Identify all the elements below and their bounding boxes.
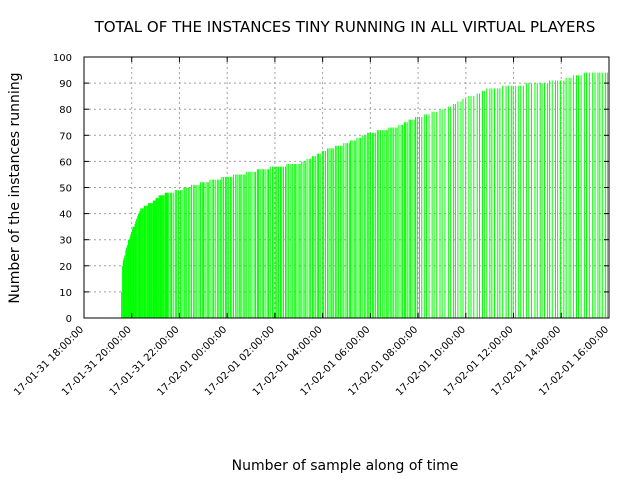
y-axis-label: Number of the instances running [7, 72, 23, 303]
y-tick-label: 70 [59, 131, 72, 142]
bars [121, 72, 608, 318]
y-tick-label: 20 [59, 262, 72, 273]
y-tick-label: 90 [59, 79, 72, 90]
y-tick-label: 60 [59, 157, 72, 168]
y-tick-label: 50 [59, 184, 72, 195]
x-axis-label: Number of sample along of time [232, 458, 459, 474]
y-tick-label: 80 [59, 105, 72, 116]
chart-title: TOTAL OF THE INSTANCES TINY RUNNING IN A… [94, 18, 596, 36]
y-tick-label: 40 [59, 210, 72, 221]
y-tick-label: 10 [59, 288, 72, 299]
y-tick-label: 0 [66, 314, 72, 325]
y-tick-label: 30 [59, 236, 72, 247]
y-ticks: 0 10 20 30 40 50 60 70 80 90 100 [53, 53, 609, 325]
y-tick-label: 100 [53, 53, 72, 64]
